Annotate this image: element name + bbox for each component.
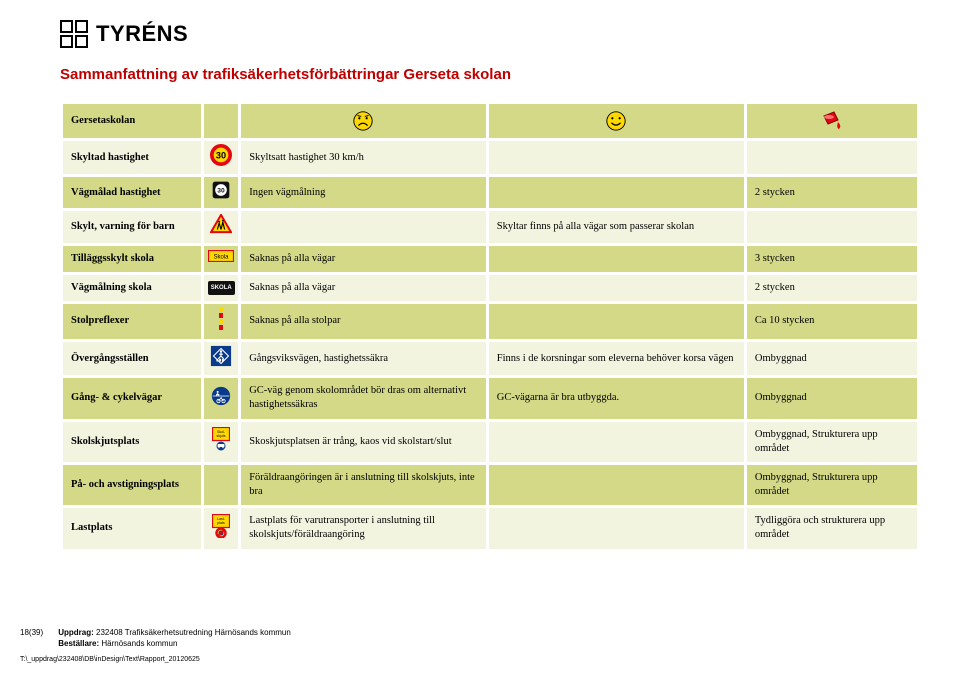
paint-bucket-icon <box>820 110 844 132</box>
skola-addon-sign-icon: Skola <box>208 250 234 262</box>
uppdrag-value: 232408 Trafiksäkerhetsutredning Härnösan… <box>96 628 291 637</box>
svg-text:plats: plats <box>218 521 226 525</box>
table-row: På- och avstigningsplats Föräldraangörin… <box>63 465 917 505</box>
road-paint-30-icon: 30 <box>211 180 231 200</box>
logo-text: TYRÉNS <box>96 21 188 47</box>
shared-path-sign-icon <box>211 386 231 406</box>
loading-zone-sign-icon: Last- plats <box>212 514 230 538</box>
happy-face-icon <box>605 110 627 132</box>
table-row: Övergångsställen Gångsviksvägen, hastigh… <box>63 342 917 375</box>
svg-text:Skola: Skola <box>214 255 230 261</box>
sad-face-icon <box>352 110 374 132</box>
skola-road-paint-icon: SKOLA <box>208 281 235 295</box>
file-path: T:\_uppdrag\232408\DB\inDesign\Text\Rapp… <box>20 655 291 665</box>
school-bus-stop-sign-icon: Skol- skjuts <box>212 427 230 451</box>
bestallare-label: Beställare: <box>58 639 99 648</box>
table-row: Skylt, varning för barn Skyltar finns på… <box>63 211 917 242</box>
table-header-row: Gersetaskolan <box>63 104 917 138</box>
pole-reflector-icon <box>217 307 225 331</box>
uppdrag-label: Uppdrag: <box>58 628 94 637</box>
page-title: Sammanfattning av trafiksäkerhetsförbätt… <box>60 66 920 83</box>
table-row: Skolskjutsplats Skol- skjuts Skoskjutspl… <box>63 422 917 462</box>
svg-text:30: 30 <box>218 188 226 195</box>
svg-text:30: 30 <box>216 151 226 161</box>
bestallare-value: Härnösands kommun <box>101 639 177 648</box>
children-warning-sign-icon <box>210 214 232 234</box>
pedestrian-crossing-sign-icon <box>210 345 232 367</box>
header-label: Gersetaskolan <box>63 104 201 138</box>
table-row: Vägmålning skola SKOLA Saknas på alla vä… <box>63 275 917 301</box>
brand: TYRÉNS <box>60 20 920 48</box>
summary-table: Gersetaskolan <box>60 101 920 552</box>
speed-30-sign-icon: 30 <box>210 144 232 166</box>
table-row: Vägmålad hastighet 30 Ingen vägmålning 2… <box>63 177 917 208</box>
footer: 18(39) Uppdrag: 232408 Trafiksäkerhetsut… <box>20 627 291 665</box>
logo-mark-icon <box>60 20 88 48</box>
table-row: Lastplats Last- plats Lastplats för varu… <box>63 508 917 548</box>
table-row: Skyltad hastighet 30 Skyltsatt hastighet… <box>63 141 917 174</box>
table-row: Stolpreflexer Saknas på alla stolpar Ca … <box>63 304 917 339</box>
page-number: 18(39) <box>20 627 56 638</box>
svg-text:skjuts: skjuts <box>217 434 226 438</box>
table-row: Tilläggsskylt skola Skola Saknas på alla… <box>63 246 917 272</box>
table-row: Gång- & cykelvägar GC-väg genom skolområ… <box>63 378 917 418</box>
